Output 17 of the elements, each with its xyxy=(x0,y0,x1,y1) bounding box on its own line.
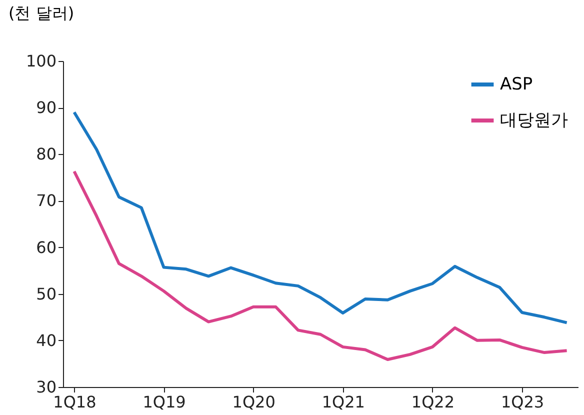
x-tick-label: 1Q21 xyxy=(322,392,365,412)
y-tick-label: 80 xyxy=(36,144,56,164)
y-tick-label: 70 xyxy=(36,191,56,210)
line-series xyxy=(72,170,568,362)
legend-label: ASP xyxy=(500,74,533,94)
y-tick-label: 40 xyxy=(36,330,56,350)
y-tick-label: 50 xyxy=(36,284,56,304)
x-tick-label: 1Q19 xyxy=(142,392,186,412)
y-tick-label: 90 xyxy=(36,98,56,118)
line-series xyxy=(72,110,568,324)
x-tick-label: 1Q22 xyxy=(411,392,455,412)
x-tick-label: 1Q23 xyxy=(500,392,544,412)
x-tick-label: 1Q20 xyxy=(232,392,276,412)
y-tick-label: 60 xyxy=(36,238,56,257)
y-tick-label: 100 xyxy=(26,52,56,70)
legend-label: 대당원가 xyxy=(500,110,568,130)
y-axis-title: (천 달러) xyxy=(8,4,74,22)
